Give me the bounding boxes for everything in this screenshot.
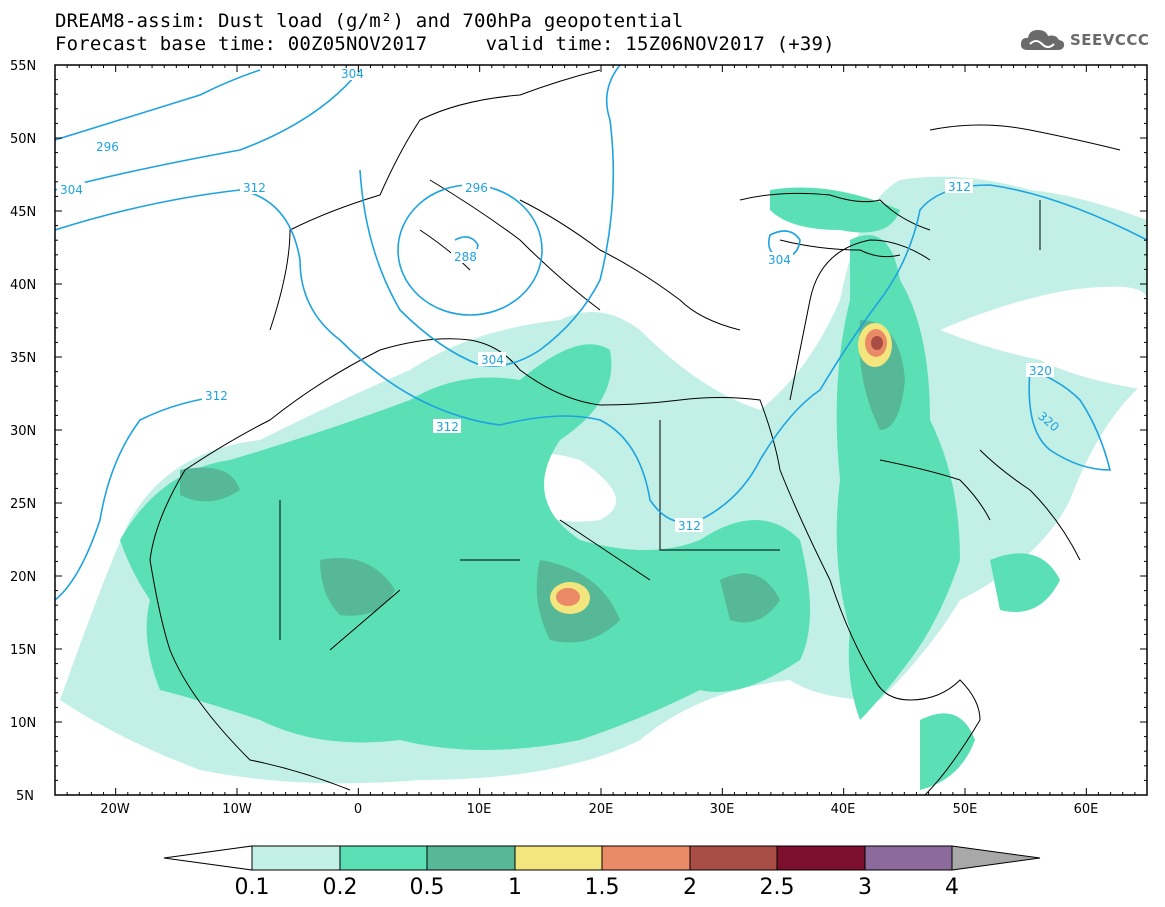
- latitude-labels: 55N 50N 45N 40N 35N 30N 25N 20N 15N 10N …: [10, 59, 36, 804]
- colorbar-label: 2.5: [760, 875, 795, 900]
- contour-label: 320: [1029, 364, 1052, 378]
- colorbar-low-arrow: [163, 845, 253, 871]
- cloud-icon: [1020, 30, 1065, 50]
- colorbar-label: 3: [858, 875, 872, 900]
- lat-label: 10N: [10, 716, 36, 731]
- colorbar-label: 0.1: [235, 875, 270, 900]
- map-title: DREAM8-assim: Dust load (g/m²) and 700hP…: [55, 10, 684, 32]
- colorbar-bin: [864, 845, 953, 871]
- lat-label: 50N: [10, 132, 36, 147]
- colorbar-label: 1: [508, 875, 522, 900]
- lon-label: 20W: [100, 802, 130, 817]
- colorbar-bin: [251, 845, 341, 871]
- contour-labels: 304 296 304 312 296 288 304 312 312 312 …: [57, 66, 1062, 533]
- colorbar-label: 2: [683, 875, 697, 900]
- lat-label: 15N: [10, 643, 36, 658]
- lat-label: 20N: [10, 570, 36, 585]
- contour-label: 304: [60, 183, 83, 197]
- lat-label: 5N: [16, 789, 34, 804]
- colorbar-label: 1.5: [585, 875, 620, 900]
- lat-label: 55N: [10, 59, 36, 74]
- longitude-labels: 20W 10W 0 10E 20E 30E 40E 50E 60E: [100, 802, 1098, 817]
- geopotential-contours: [55, 65, 1147, 601]
- lat-label: 45N: [10, 205, 36, 220]
- colorbar-label: 0.2: [323, 875, 358, 900]
- colorbar-high-arrow: [951, 845, 1041, 871]
- lon-label: 30E: [710, 802, 735, 817]
- contour-label: 296: [465, 181, 488, 195]
- lon-label: 10W: [222, 802, 252, 817]
- map-subtitle: Forecast base time: 00Z05NOV2017 valid t…: [55, 33, 835, 55]
- dust-field: [60, 176, 1147, 790]
- colorbar-bin: [601, 845, 691, 871]
- lat-label: 35N: [10, 351, 36, 366]
- lat-label: 30N: [10, 424, 36, 439]
- lat-label: 40N: [10, 278, 36, 293]
- contour-label: 312: [678, 519, 701, 533]
- coastlines: [149, 69, 1121, 795]
- contour-label: 312: [436, 420, 459, 434]
- contour-label: 304: [341, 67, 364, 81]
- contour-label: 312: [948, 180, 971, 194]
- lon-label: 0: [354, 802, 362, 817]
- logo-text: SEEVCCC: [1070, 31, 1150, 49]
- contour-label: 304: [768, 253, 791, 267]
- colorbar-label: 0.5: [410, 875, 445, 900]
- lon-label: 40E: [831, 802, 856, 817]
- contour-label: 312: [205, 389, 228, 403]
- contour-label: 296: [96, 140, 119, 154]
- lon-label: 60E: [1074, 802, 1099, 817]
- contour-label: 304: [481, 353, 504, 367]
- axis-ticks: [54, 64, 1148, 796]
- colorbar-label: 4: [945, 875, 959, 900]
- colorbar-bin: [426, 845, 516, 871]
- lon-label: 50E: [953, 802, 978, 817]
- contour-label: 288: [454, 250, 477, 264]
- contour-label: 312: [243, 181, 266, 195]
- lat-label: 25N: [10, 497, 36, 512]
- lon-label: 20E: [589, 802, 614, 817]
- colorbar-bin: [339, 845, 428, 871]
- logo: SEEVCCC: [1018, 26, 1149, 54]
- lon-label: 10E: [467, 802, 492, 817]
- colorbar-bin: [776, 845, 866, 871]
- colorbar: 0.1 0.2 0.5 1 1.5 2 2.5 3 4: [163, 845, 1041, 900]
- colorbar-bin: [514, 845, 603, 871]
- colorbar-bin: [689, 845, 778, 871]
